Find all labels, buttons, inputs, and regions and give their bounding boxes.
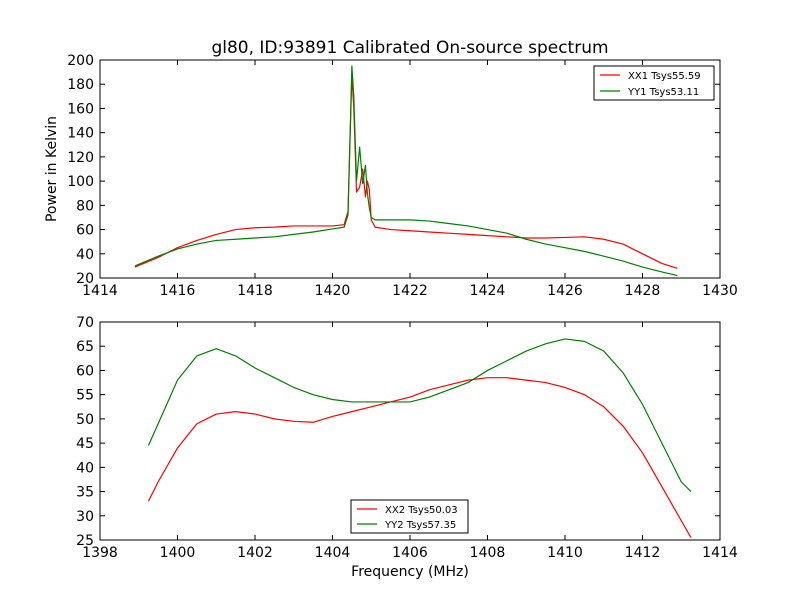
top-xtick-label: 1422 — [392, 283, 428, 299]
bottom-ytick-label: 55 — [76, 388, 94, 404]
top-xtick-label: 1420 — [315, 283, 351, 299]
top-ytick-label: 80 — [76, 198, 94, 214]
top-xtick-label: 1418 — [237, 283, 273, 299]
bottom-xtick-label: 1412 — [625, 545, 661, 561]
top-panel-ticks: 1414 1416 1418 1420 1422 1424 1426 1428 1430 20 40… — [67, 53, 738, 299]
bottom-series-line-xx2 — [147, 377, 692, 538]
bottom-ytick-label: 60 — [76, 363, 94, 379]
top-ytick-label: 60 — [76, 223, 94, 239]
bottom-xtick-label: 1402 — [237, 545, 273, 561]
top-xtick-label: 1428 — [625, 283, 661, 299]
top-legend-box — [593, 65, 715, 101]
figure-title: gl80, ID:93891 Calibrated On-source spec… — [211, 38, 608, 58]
top-series-line-yy1 — [134, 65, 678, 277]
bottom-panel: 1398 1400 1402 1404 1406 1408 1410 1412 1414 25 30… — [76, 315, 738, 580]
top-panel-frame — [99, 59, 721, 279]
top-ytick-label: 120 — [67, 150, 94, 166]
top-legend-label-yy1: YY1 Tsys53.11 — [627, 87, 699, 98]
bottom-xtick-label: 1408 — [470, 545, 506, 561]
bottom-ytick-label: 25 — [76, 533, 94, 549]
bottom-legend-label-yy2: YY2 Tsys57.35 — [384, 520, 456, 531]
bottom-ytick-label: 50 — [76, 412, 94, 428]
bottom-panel-series — [147, 338, 692, 538]
bottom-panel-frame — [99, 321, 721, 541]
top-panel-legend: XX1 Tsys55.59 YY1 Tsys53.11 — [593, 65, 715, 101]
top-xtick-label: 1426 — [547, 283, 583, 299]
top-xtick-label: 1424 — [470, 283, 506, 299]
bottom-ytick-label: 35 — [76, 485, 94, 501]
bottom-xtick-label: 1400 — [160, 545, 196, 561]
bottom-xtick-label: 1404 — [315, 545, 351, 561]
top-ytick-label: 180 — [67, 77, 94, 93]
top-legend-label-xx1: XX1 Tsys55.59 — [628, 71, 701, 82]
top-ytick-label: 100 — [67, 174, 94, 190]
top-xtick-label: 1430 — [702, 283, 738, 299]
bottom-series-line-yy2 — [147, 338, 692, 492]
bottom-ytick-label: 65 — [76, 339, 94, 355]
top-xtick-label: 1416 — [160, 283, 196, 299]
top-panel-ylabel: Power in Kelvin — [44, 116, 60, 222]
bottom-legend-label-xx2: XX2 Tsys50.03 — [385, 505, 458, 516]
top-xtick-label: 1414 — [82, 283, 118, 299]
bottom-xtick-label: 1414 — [702, 545, 738, 561]
bottom-ytick-label: 40 — [76, 460, 94, 476]
top-panel-series — [134, 65, 678, 277]
top-ytick-label: 20 — [76, 271, 94, 287]
bottom-ytick-label: 45 — [76, 436, 94, 452]
top-ytick-label: 40 — [76, 247, 94, 263]
bottom-panel-xlabel: Frequency (MHz) — [351, 564, 469, 580]
top-ytick-label: 140 — [67, 126, 94, 142]
bottom-xtick-label: 1406 — [392, 545, 428, 561]
bottom-legend-box — [350, 499, 469, 534]
bottom-xtick-label: 1398 — [82, 545, 118, 561]
bottom-panel-legend: XX2 Tsys50.03 YY2 Tsys57.35 — [350, 499, 469, 534]
bottom-ytick-label: 30 — [76, 509, 94, 525]
bottom-xtick-label: 1410 — [547, 545, 583, 561]
top-panel: 1414 1416 1418 1420 1422 1424 1426 1428 1430 20 40… — [44, 53, 738, 299]
bottom-ytick-label: 70 — [76, 315, 94, 331]
top-ytick-label: 160 — [67, 101, 94, 117]
bottom-panel-ticks: 1398 1400 1402 1404 1406 1408 1410 1412 1414 25 30… — [76, 315, 738, 561]
top-ytick-label: 200 — [67, 53, 94, 69]
top-series-line-xx1 — [134, 73, 678, 269]
